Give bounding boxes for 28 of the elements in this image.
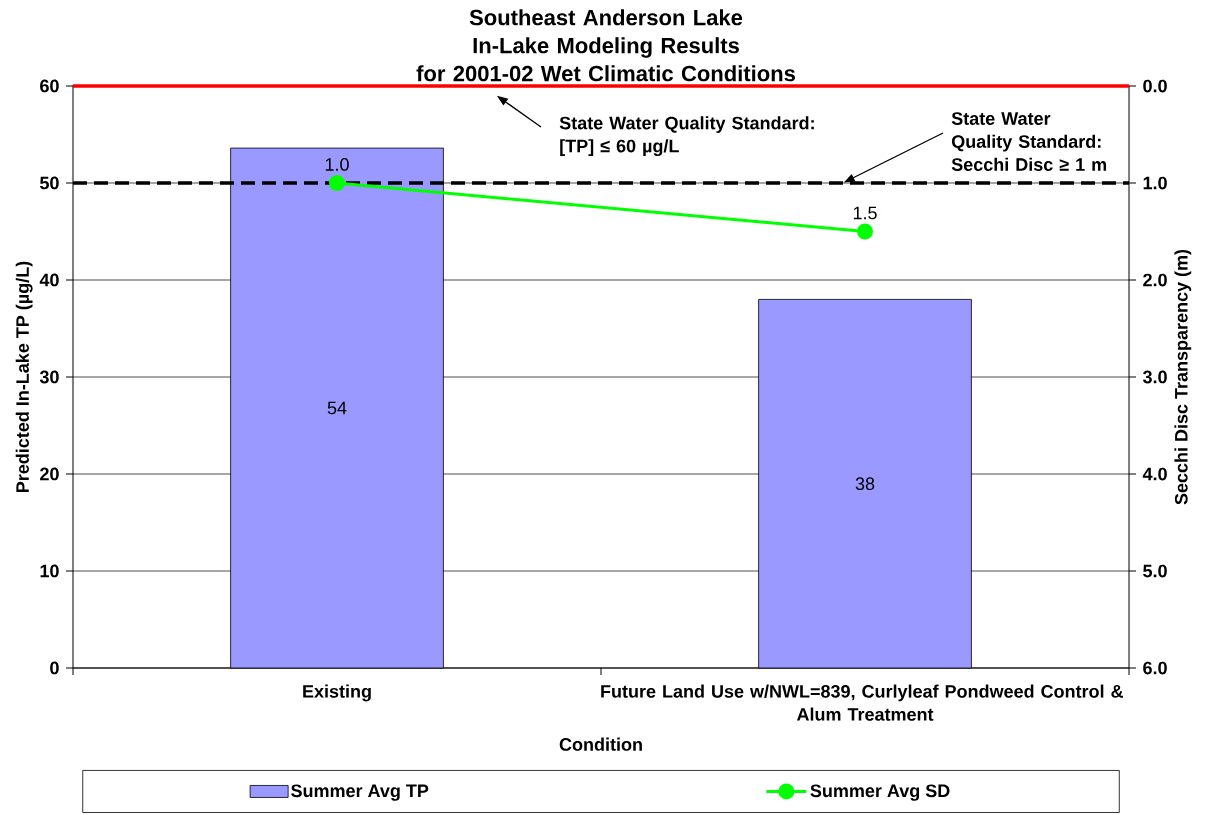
legend-label: Summer Avg TP (291, 784, 429, 801)
y-tick-label: 60 (40, 79, 59, 93)
y2-tick-label: 6.0 (1143, 661, 1167, 675)
y2-tick-label: 0.0 (1143, 79, 1167, 93)
y2-tick-label: 1.0 (1143, 176, 1167, 190)
data-label: 38 (855, 477, 875, 491)
y-tick-label: 10 (40, 564, 59, 578)
y-tick-label: 20 (40, 467, 59, 481)
y-axis-title: Predicted In-Lake TP (µg/L) (15, 261, 33, 492)
chart-title: Southeast Anderson Lake In-Lake Modeling Results for 2001-02 Wet Climatic Conditions (416, 9, 795, 82)
y2-axis-title: Secchi Disc Transparency (m) (1174, 249, 1192, 505)
y2-tick-label: 4.0 (1142, 467, 1167, 481)
legend-label: Summer Avg SD (810, 784, 950, 801)
data-label: 1.5 (853, 206, 877, 220)
y-tick-label: 50 (40, 176, 59, 190)
x-tick-label: Existing (303, 684, 371, 702)
ref-line-label: State Water Quality Standard: [TP] ≤ 60 µg/L (559, 116, 814, 157)
data-label: 1.0 (325, 158, 349, 171)
data-label: 54 (327, 401, 347, 415)
x-axis-title: Condition (559, 737, 642, 751)
x-tick-label: Future Land Use w/NWL=839, Curlyleaf Pondweed Control & Alum Treatment (601, 684, 1124, 721)
ref-line-label: State Water Quality Standard: Secchi Disc ≥ 1 m (951, 112, 1107, 171)
y2-tick-label: 2.0 (1143, 273, 1167, 287)
y2-tick-label: 5.0 (1143, 564, 1167, 578)
y2-tick-label: 3.0 (1142, 370, 1167, 384)
y-tick-label: 40 (39, 273, 59, 287)
y-tick-label: 30 (39, 370, 59, 384)
y-tick-label: 0 (50, 661, 59, 675)
